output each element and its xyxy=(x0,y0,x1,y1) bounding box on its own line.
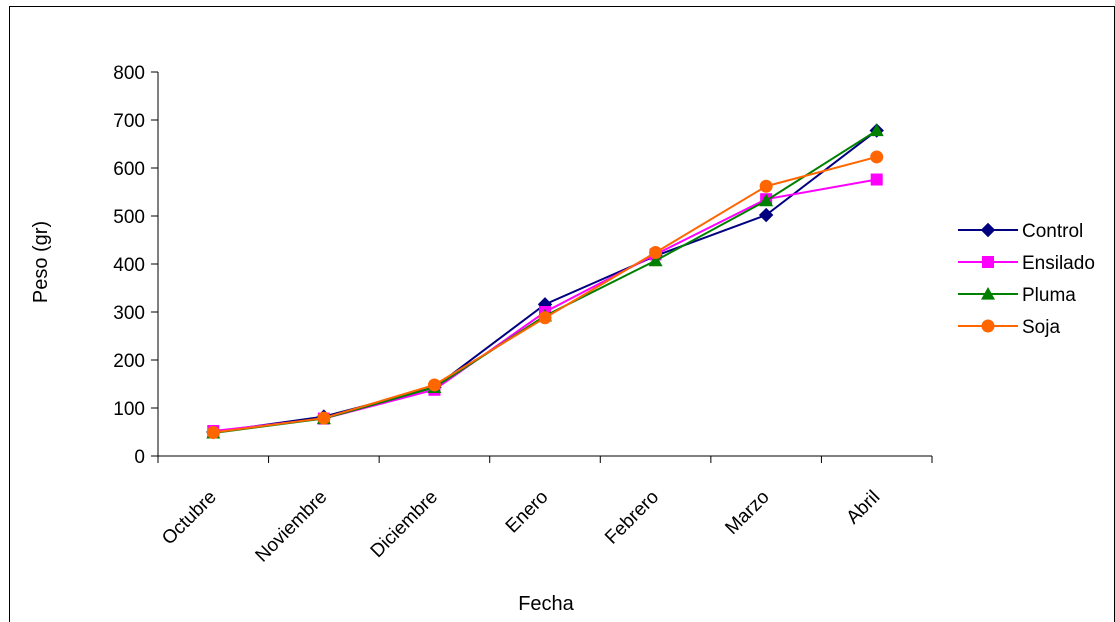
y-tick-label: 100 xyxy=(113,399,145,420)
legend-label: Control xyxy=(1022,221,1083,242)
legend-marker xyxy=(981,319,995,333)
data-point xyxy=(538,311,552,325)
legend-marker xyxy=(982,256,994,268)
legend: Control Ensilado Pluma Soja xyxy=(958,221,1095,338)
legend-label: Pluma xyxy=(1022,285,1076,306)
y-tick-label: 400 xyxy=(113,255,145,276)
plot-area xyxy=(206,123,884,440)
series-pluma xyxy=(206,123,884,439)
y-tick-label: 300 xyxy=(113,303,145,324)
series-control xyxy=(206,123,884,440)
x-tick-label: Diciembre xyxy=(367,487,442,562)
y-axis-title: Peso (gr) xyxy=(30,221,52,303)
y-tick-label: 600 xyxy=(113,159,145,180)
x-tick-label: Enero xyxy=(502,487,553,538)
data-point xyxy=(317,411,331,425)
x-axis: Octubre Noviembre Diciembre Enero Febrero Mar… xyxy=(157,455,933,567)
x-tick-label: Noviembre xyxy=(252,487,332,567)
legend-label: Soja xyxy=(1022,317,1060,338)
x-tick-label: Octubre xyxy=(158,487,221,550)
x-tick-label: Febrero xyxy=(601,487,663,549)
data-point xyxy=(759,193,774,207)
data-point xyxy=(649,245,663,259)
series-soja xyxy=(206,150,884,439)
legend-label: Ensilado xyxy=(1022,253,1095,274)
data-point xyxy=(206,425,220,439)
legend-item: Soja xyxy=(958,317,1060,338)
data-point xyxy=(869,123,884,137)
x-tick-label: Abril xyxy=(843,487,885,529)
data-point xyxy=(648,253,663,267)
series-line xyxy=(213,155,877,434)
x-tick-label: Marzo xyxy=(721,487,773,539)
series-line xyxy=(213,129,878,434)
y-tick-label: 700 xyxy=(113,111,145,132)
data-point xyxy=(427,378,441,392)
y-tick-label: 500 xyxy=(113,207,145,228)
legend-item: Pluma xyxy=(958,285,1076,306)
data-point xyxy=(870,173,883,186)
data-point xyxy=(759,179,773,193)
legend-item: Ensilado xyxy=(958,253,1095,274)
legend-marker xyxy=(980,222,996,238)
y-axis: 0 100 200 300 400 500 600 700 800 xyxy=(113,63,159,468)
y-tick-label: 0 xyxy=(134,447,145,468)
data-point xyxy=(870,150,884,164)
y-tick-label: 200 xyxy=(113,351,145,372)
legend-marker xyxy=(981,287,995,300)
series-line xyxy=(213,129,878,433)
data-point xyxy=(758,207,774,223)
y-tick-label: 800 xyxy=(113,63,145,84)
legend-item: Control xyxy=(958,221,1083,242)
x-axis-title: Fecha xyxy=(518,593,574,615)
